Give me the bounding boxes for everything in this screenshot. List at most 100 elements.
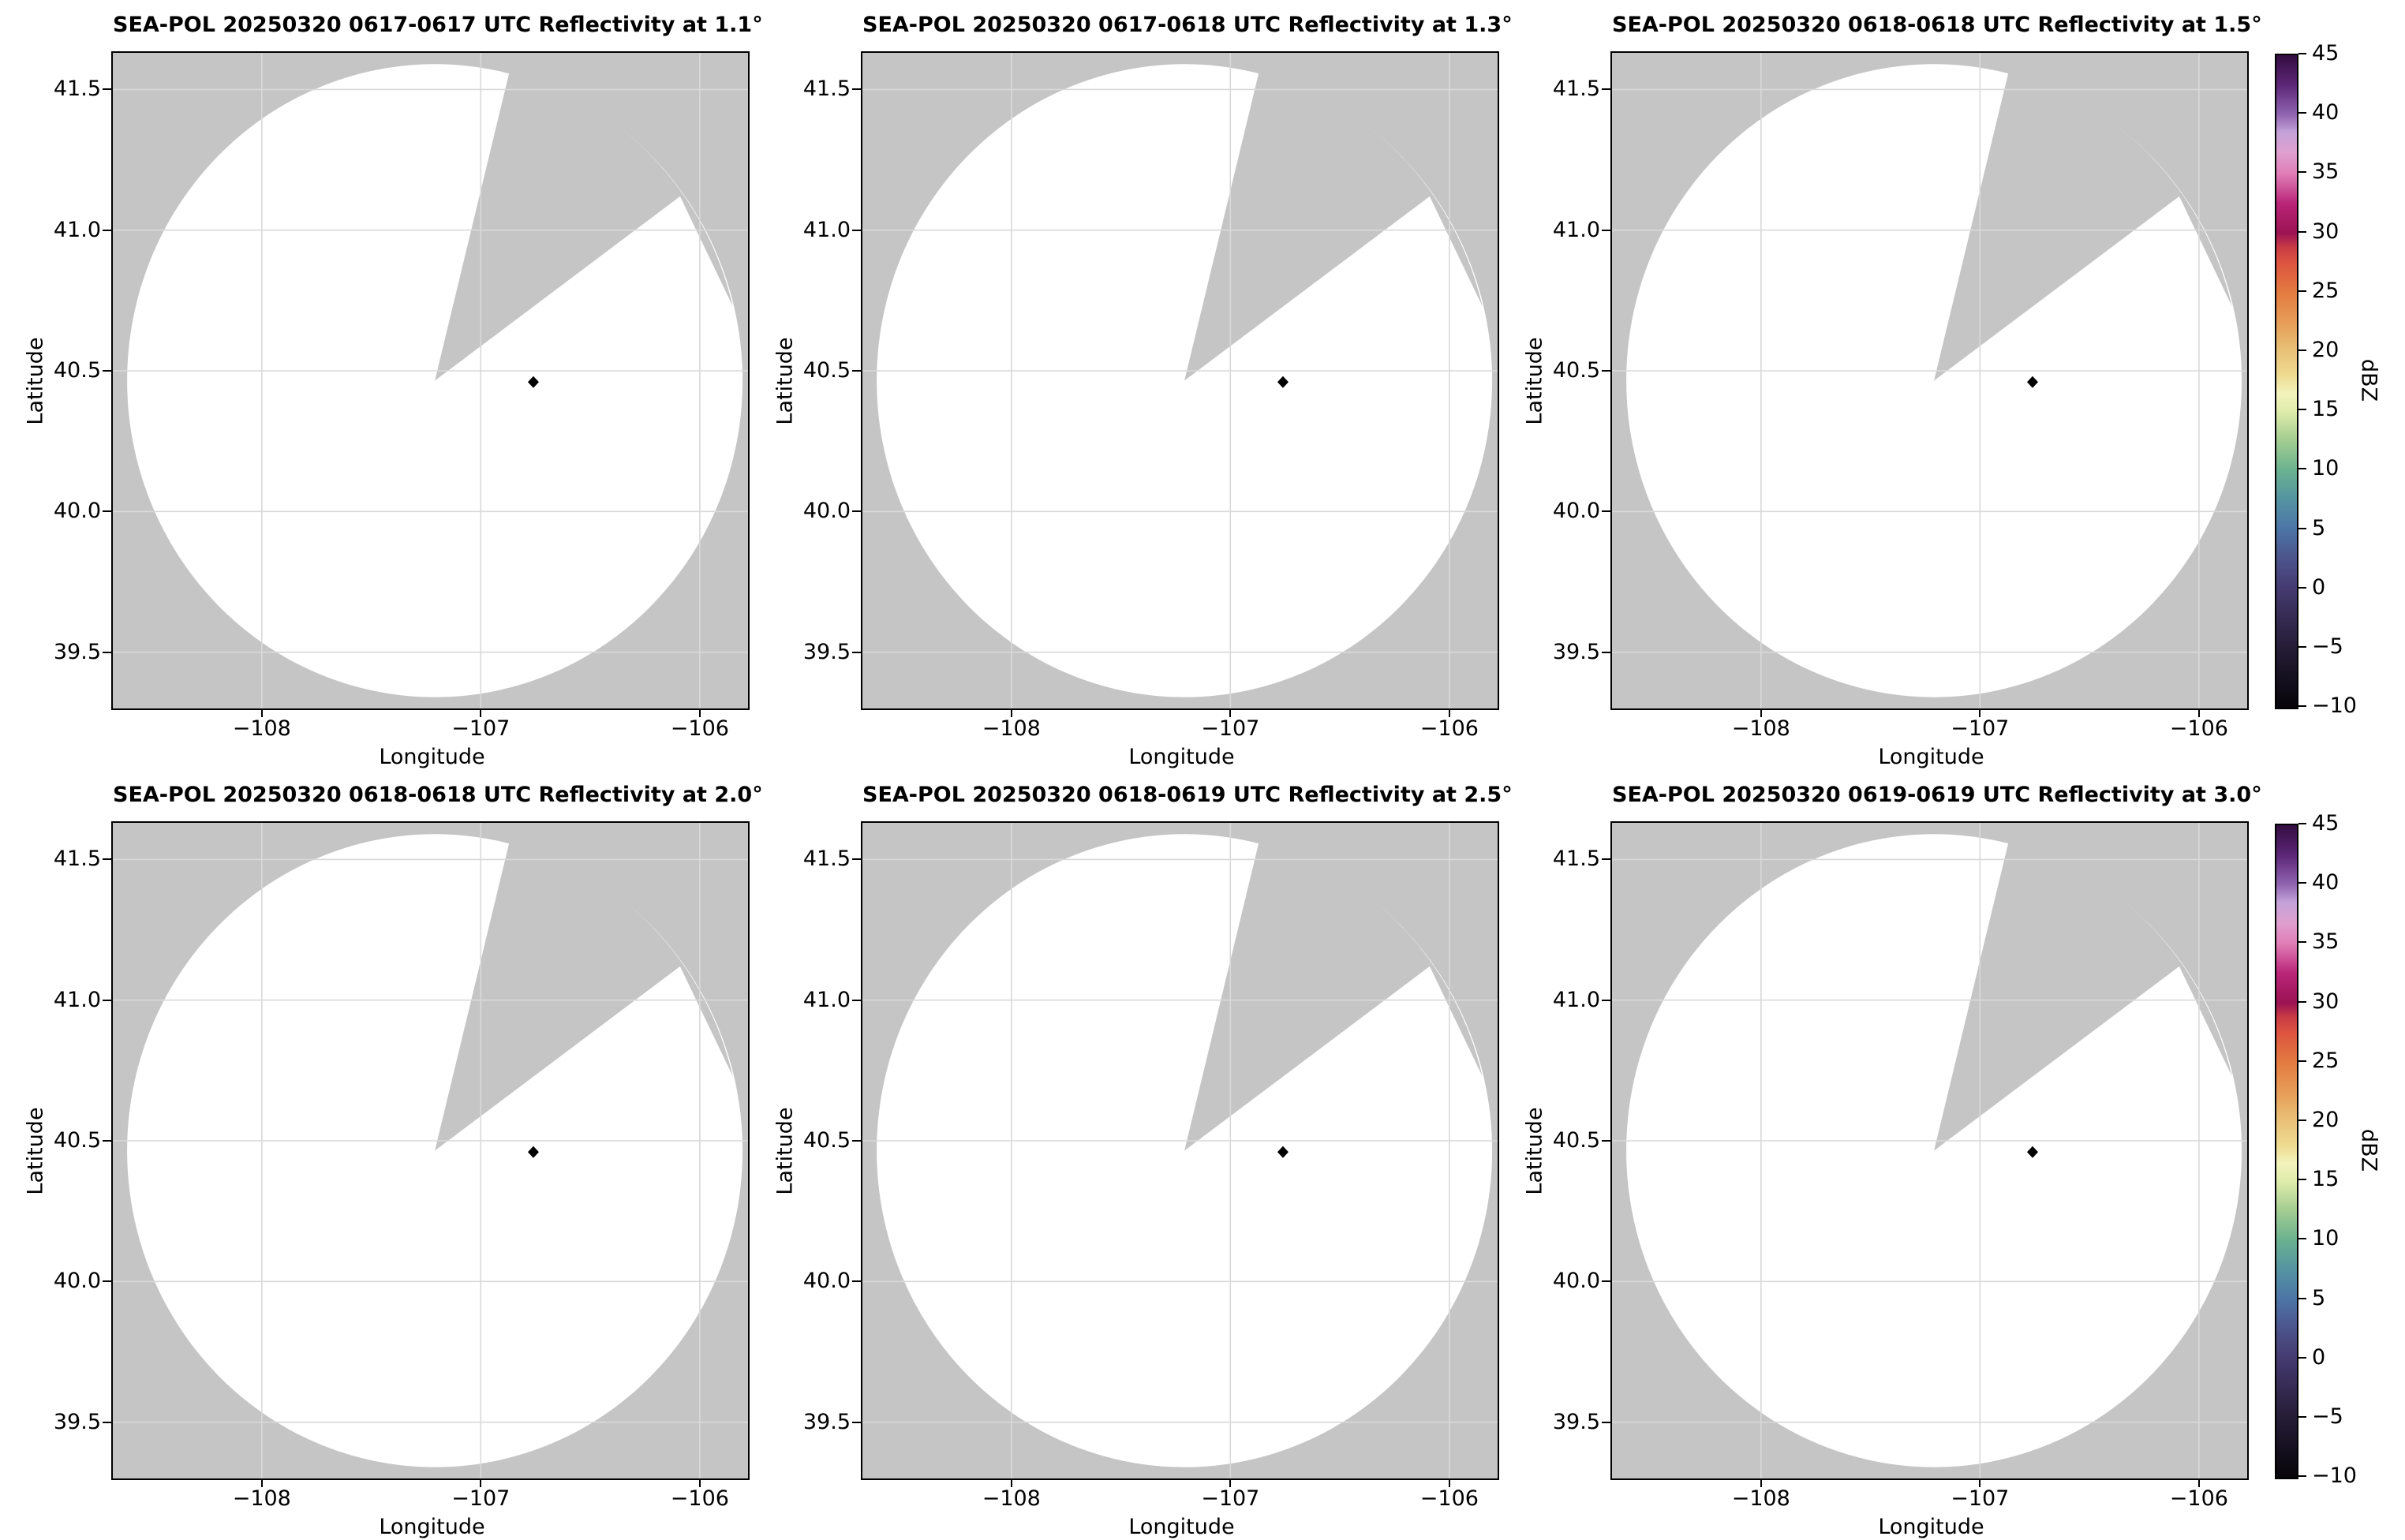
x-axis-label: Longitude <box>1878 745 1984 769</box>
radar-panel-6: SEA-POL 20250320 0619-0619 UTC Reflectiv… <box>1499 770 2262 1540</box>
x-tick-mark <box>698 1480 701 1487</box>
y-tick-mark <box>103 999 111 1001</box>
colorbar-tick-mark <box>2298 586 2306 589</box>
colorbar-tick-mark <box>2298 171 2306 174</box>
x-tick-label: −107 <box>1951 1486 2010 1511</box>
colorbar-tick-mark <box>2298 1238 2306 1240</box>
plot-area <box>852 821 1499 1487</box>
colorbar-tick-mark <box>2298 882 2306 884</box>
x-tick-mark <box>1760 1480 1762 1487</box>
colorbar-tick-label: 45 <box>2312 41 2340 65</box>
y-tick-label: 40.0 <box>802 1269 851 1294</box>
y-tick-mark <box>1602 1421 1610 1423</box>
colorbar-tick-label: 40 <box>2312 870 2340 895</box>
radar-panel-1: SEA-POL 20250320 0617-0617 UTC Reflectiv… <box>0 0 763 770</box>
y-tick-label: 41.0 <box>1552 987 1600 1012</box>
x-tick-mark <box>1229 710 1232 717</box>
x-axis-label: Longitude <box>379 1515 485 1539</box>
y-tick-mark <box>852 229 861 231</box>
y-tick-label: 40.0 <box>802 499 851 524</box>
y-tick-mark <box>852 370 861 372</box>
y-tick-mark <box>1602 510 1610 513</box>
colorbar-tick-label: −10 <box>2312 693 2357 718</box>
panel-title: SEA-POL 20250320 0617-0618 UTC Reflectiv… <box>862 13 1513 37</box>
y-tick-label: 41.0 <box>1552 217 1600 242</box>
colorbar-tick-label: −5 <box>2312 634 2343 659</box>
x-tick-mark <box>1979 1480 1981 1487</box>
x-tick-label: −107 <box>1201 1486 1260 1511</box>
x-tick-label: −107 <box>1951 716 2010 741</box>
panel-title: SEA-POL 20250320 0618-0618 UTC Reflectiv… <box>113 783 763 807</box>
y-tick-mark <box>103 1280 111 1283</box>
y-tick-mark <box>103 858 111 861</box>
y-tick-mark <box>103 651 111 653</box>
x-axis-label: Longitude <box>1128 745 1235 769</box>
colorbar-tick-mark <box>2298 468 2306 470</box>
x-tick-mark <box>1979 710 1981 717</box>
y-tick-mark <box>852 510 861 513</box>
y-tick-mark <box>852 1421 861 1423</box>
x-tick-label: −106 <box>670 1486 729 1511</box>
colorbar-tick-label: 25 <box>2312 1048 2340 1073</box>
colorbar-gradient <box>2275 54 2298 709</box>
y-tick-mark <box>852 858 861 861</box>
x-tick-label: −108 <box>1731 1486 1790 1511</box>
colorbar-axis-label: dBZ <box>2356 1128 2381 1172</box>
y-tick-label: 39.5 <box>1552 639 1600 664</box>
colorbar-tick-label: 0 <box>2312 1344 2326 1370</box>
colorbar-tick-label: 25 <box>2312 278 2340 303</box>
missing-data-wedge <box>1934 73 2232 381</box>
y-tick-label: 40.0 <box>1552 499 1600 524</box>
radar-panel-3: SEA-POL 20250320 0618-0618 UTC Reflectiv… <box>1499 0 2262 770</box>
colorbar-tick-label: −5 <box>2312 1404 2343 1429</box>
y-tick-label: 41.0 <box>53 217 101 242</box>
colorbar-tick-mark <box>2298 1475 2306 1477</box>
y-tick-label: 41.0 <box>53 987 101 1012</box>
site-marker-diamond <box>2026 1146 2038 1158</box>
plot-area <box>852 51 1499 717</box>
y-tick-mark <box>852 651 861 653</box>
y-tick-label: 39.5 <box>802 639 851 664</box>
radar-map-canvas <box>113 53 748 708</box>
colorbar-tick-mark <box>2298 1119 2306 1121</box>
colorbar-tick-mark <box>2298 53 2306 54</box>
y-tick-mark <box>1602 370 1610 372</box>
y-tick-label: 41.5 <box>1552 847 1600 872</box>
colorbar-tick-mark <box>2298 941 2306 944</box>
radar-map-canvas <box>862 823 1498 1478</box>
y-tick-label: 40.0 <box>53 499 101 524</box>
colorbar-tick-mark <box>2298 349 2306 351</box>
y-tick-label: 41.5 <box>53 847 101 872</box>
y-tick-label: 40.5 <box>53 358 101 383</box>
y-tick-label: 41.5 <box>802 847 851 872</box>
colorbar-tick-label: 10 <box>2312 456 2340 481</box>
missing-data-wedge <box>1184 73 1483 381</box>
y-tick-mark <box>852 1140 861 1142</box>
y-tick-label: 40.5 <box>802 358 851 383</box>
x-tick-mark <box>1760 710 1762 717</box>
y-tick-mark <box>103 1421 111 1423</box>
colorbar-tick-mark <box>2298 1415 2306 1418</box>
colorbar-tick-mark <box>2298 230 2306 233</box>
y-tick-label: 40.5 <box>802 1128 851 1153</box>
y-tick-mark <box>103 510 111 513</box>
colorbar-tick-mark <box>2298 705 2306 707</box>
y-tick-mark <box>852 88 861 91</box>
y-tick-mark <box>1602 999 1610 1001</box>
colorbar-tick-mark <box>2298 1179 2306 1181</box>
x-tick-mark <box>1010 710 1012 717</box>
radar-map-canvas <box>1612 823 2247 1478</box>
colorbar-tick-label: 0 <box>2312 574 2326 600</box>
colorbar-tick-mark <box>2298 290 2306 292</box>
plot-area <box>1602 51 2249 717</box>
colorbar-tick-label: 30 <box>2312 989 2340 1014</box>
colorbar-tick-mark <box>2298 1297 2306 1299</box>
x-tick-mark <box>698 710 701 717</box>
y-tick-label: 40.5 <box>53 1128 101 1153</box>
panel-title: SEA-POL 20250320 0619-0619 UTC Reflectiv… <box>1612 783 2262 807</box>
y-tick-label: 40.0 <box>53 1269 101 1294</box>
site-marker-diamond <box>1277 376 1289 388</box>
x-tick-label: −108 <box>1731 716 1790 741</box>
radar-map-canvas <box>862 53 1498 708</box>
